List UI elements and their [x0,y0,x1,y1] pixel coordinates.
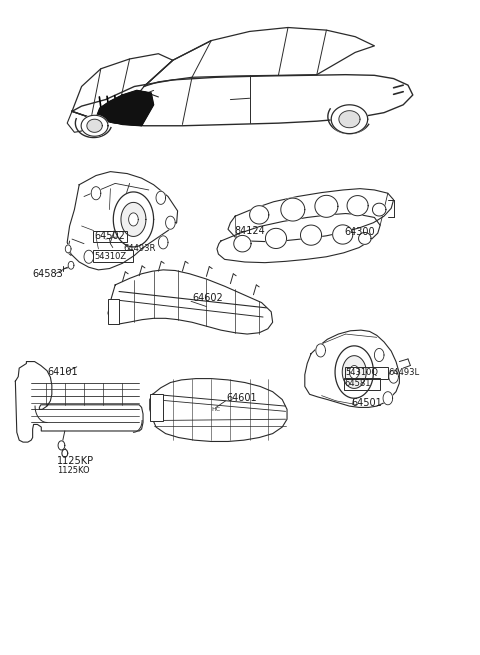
Polygon shape [300,225,322,245]
Bar [345,367,388,379]
Text: 64493L: 64493L [389,368,420,377]
Polygon shape [265,229,287,248]
Text: 64300: 64300 [345,227,375,237]
Polygon shape [374,348,384,362]
Polygon shape [72,75,413,126]
Polygon shape [156,191,166,204]
Polygon shape [331,105,368,134]
Polygon shape [68,261,74,269]
Text: 1125KO: 1125KO [57,466,89,476]
Polygon shape [81,115,108,136]
Polygon shape [333,225,353,244]
Polygon shape [158,236,168,249]
Bar [93,250,133,262]
Polygon shape [339,111,360,128]
Polygon shape [359,233,371,244]
Polygon shape [383,392,393,405]
Text: 64601: 64601 [227,393,257,403]
Text: 54310Z: 54310Z [94,252,126,261]
Polygon shape [144,28,374,86]
Polygon shape [281,198,305,221]
Polygon shape [108,270,273,334]
Polygon shape [250,206,269,224]
Bar [108,299,119,324]
Polygon shape [335,346,373,398]
Polygon shape [315,195,338,217]
Polygon shape [166,216,175,229]
Polygon shape [67,172,178,270]
Polygon shape [96,90,154,126]
Polygon shape [15,362,143,442]
Polygon shape [150,379,287,441]
Text: 84124: 84124 [234,225,265,236]
Text: 54310Q: 54310Q [346,368,379,377]
Text: 64502: 64502 [94,231,125,241]
Text: HC: HC [211,407,221,412]
Polygon shape [347,196,368,215]
Polygon shape [67,111,91,132]
Polygon shape [121,202,146,236]
Polygon shape [217,214,380,263]
Polygon shape [84,250,94,263]
Polygon shape [91,187,101,200]
Polygon shape [129,213,138,226]
Polygon shape [87,119,102,132]
Text: 64583: 64583 [33,269,63,279]
Polygon shape [65,245,71,253]
Polygon shape [234,235,251,252]
Polygon shape [372,203,386,216]
Polygon shape [389,370,398,383]
Text: 64602: 64602 [192,293,223,303]
Polygon shape [342,356,366,388]
Text: 64501: 64501 [351,398,382,409]
Text: 1125KP: 1125KP [57,456,94,466]
Polygon shape [305,330,399,407]
Bar [150,394,163,421]
Bar [344,378,380,390]
Polygon shape [113,192,154,247]
Polygon shape [72,54,173,123]
Text: 64101: 64101 [47,367,78,377]
Text: 64493R: 64493R [123,244,155,253]
Bar [93,231,127,242]
Text: 64581: 64581 [345,379,371,388]
Polygon shape [349,365,359,379]
Polygon shape [58,441,65,450]
Polygon shape [228,189,394,242]
Polygon shape [316,344,325,357]
Polygon shape [62,449,68,457]
